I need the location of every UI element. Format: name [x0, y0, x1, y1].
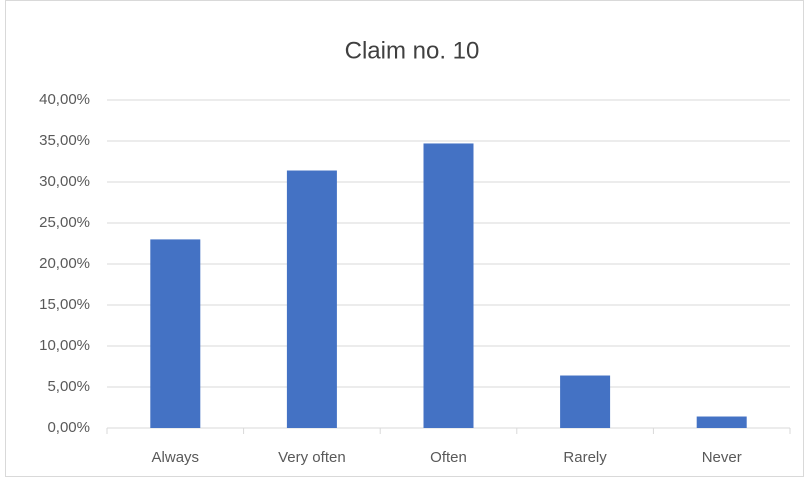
- chart-frame: [5, 0, 804, 477]
- y-tick-label: 15,00%: [39, 296, 90, 313]
- y-tick-label: 40,00%: [39, 91, 90, 108]
- x-tick-label: Never: [702, 449, 742, 466]
- y-tick-label: 20,00%: [39, 255, 90, 272]
- bar: [423, 143, 474, 428]
- y-tick-label: 0,00%: [47, 419, 90, 436]
- y-tick-label: 25,00%: [39, 214, 90, 231]
- bar: [150, 239, 201, 428]
- x-tick-label: Often: [430, 449, 467, 466]
- bar: [560, 375, 611, 428]
- y-tick-label: 5,00%: [47, 378, 90, 395]
- bar: [696, 416, 747, 428]
- y-tick-label: 35,00%: [39, 132, 90, 149]
- y-tick-label: 30,00%: [39, 173, 90, 190]
- x-tick-label: Always: [152, 449, 200, 466]
- bar: [286, 170, 337, 428]
- chart-title: Claim no. 10: [345, 37, 480, 64]
- y-tick-label: 10,00%: [39, 337, 90, 354]
- x-tick-label: Very often: [278, 449, 346, 466]
- x-tick-label: Rarely: [563, 449, 607, 466]
